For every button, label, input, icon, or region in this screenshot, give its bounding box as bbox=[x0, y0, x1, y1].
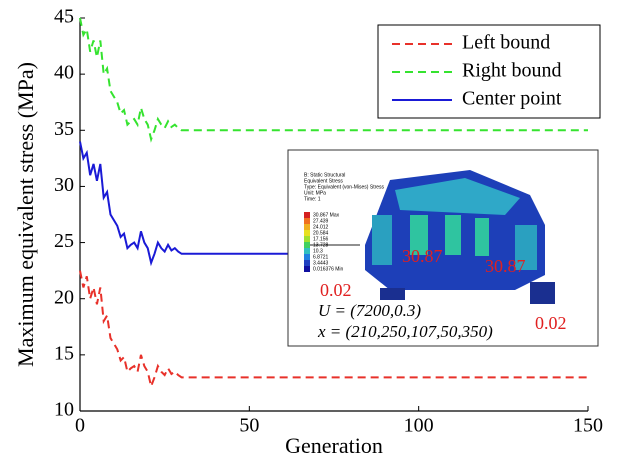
inset-scale-swatch bbox=[304, 266, 310, 272]
inset-scale-swatch bbox=[304, 236, 310, 242]
x-tick-label: 150 bbox=[573, 415, 603, 437]
y-tick-label: 40 bbox=[54, 62, 74, 84]
y-tick-label: 45 bbox=[54, 6, 74, 28]
inset-params: x = (210,250,107,50,350) bbox=[317, 322, 493, 341]
y-tick-label: 15 bbox=[54, 342, 74, 364]
inset-header: Time: 1 bbox=[304, 196, 321, 202]
inset-scale-swatch bbox=[304, 254, 310, 260]
y-axis-label: Maximum equivalent stress (MPa) bbox=[13, 62, 38, 367]
legend-label: Center point bbox=[462, 88, 562, 110]
inset-scale-swatch bbox=[304, 230, 310, 236]
inset-annotation: 30.87 bbox=[485, 256, 526, 276]
inset-scale-swatch bbox=[304, 248, 310, 254]
inset-scale-label: 0.016376 Min bbox=[313, 266, 344, 272]
structure-foot bbox=[380, 288, 405, 300]
x-tick-label: 0 bbox=[75, 415, 85, 437]
structure-rib bbox=[475, 218, 489, 256]
inset-annotation: 30.87 bbox=[402, 246, 443, 266]
inset-scale-swatch bbox=[304, 260, 310, 266]
y-tick-label: 30 bbox=[54, 174, 74, 196]
x-axis-label: Generation bbox=[285, 433, 383, 458]
legend-label: Left bound bbox=[462, 32, 550, 54]
legend-label: Right bound bbox=[462, 60, 561, 82]
inset-scale-swatch bbox=[304, 224, 310, 230]
y-tick-label: 35 bbox=[54, 118, 74, 140]
y-tick-label: 25 bbox=[54, 230, 74, 252]
structure-foot bbox=[530, 282, 555, 304]
structure-side bbox=[372, 215, 392, 265]
inset-scale-swatch bbox=[304, 242, 310, 248]
inset-scale-swatch bbox=[304, 212, 310, 218]
inset-scale-swatch bbox=[304, 218, 310, 224]
y-tick-label: 20 bbox=[54, 286, 74, 308]
x-tick-label: 50 bbox=[239, 415, 259, 437]
structure-rib bbox=[445, 215, 461, 255]
y-tick-label: 10 bbox=[54, 399, 74, 421]
inset-annotation: 0.02 bbox=[535, 313, 567, 333]
chart: 10 15 20 25 30 35 40 45 0 50 100 150 Generation Maxim… bbox=[0, 0, 619, 465]
inset-annotation: 0.02 bbox=[320, 280, 352, 300]
x-tick-label: 100 bbox=[404, 415, 434, 437]
inset-load: U = (7200,0.3) bbox=[318, 301, 421, 320]
